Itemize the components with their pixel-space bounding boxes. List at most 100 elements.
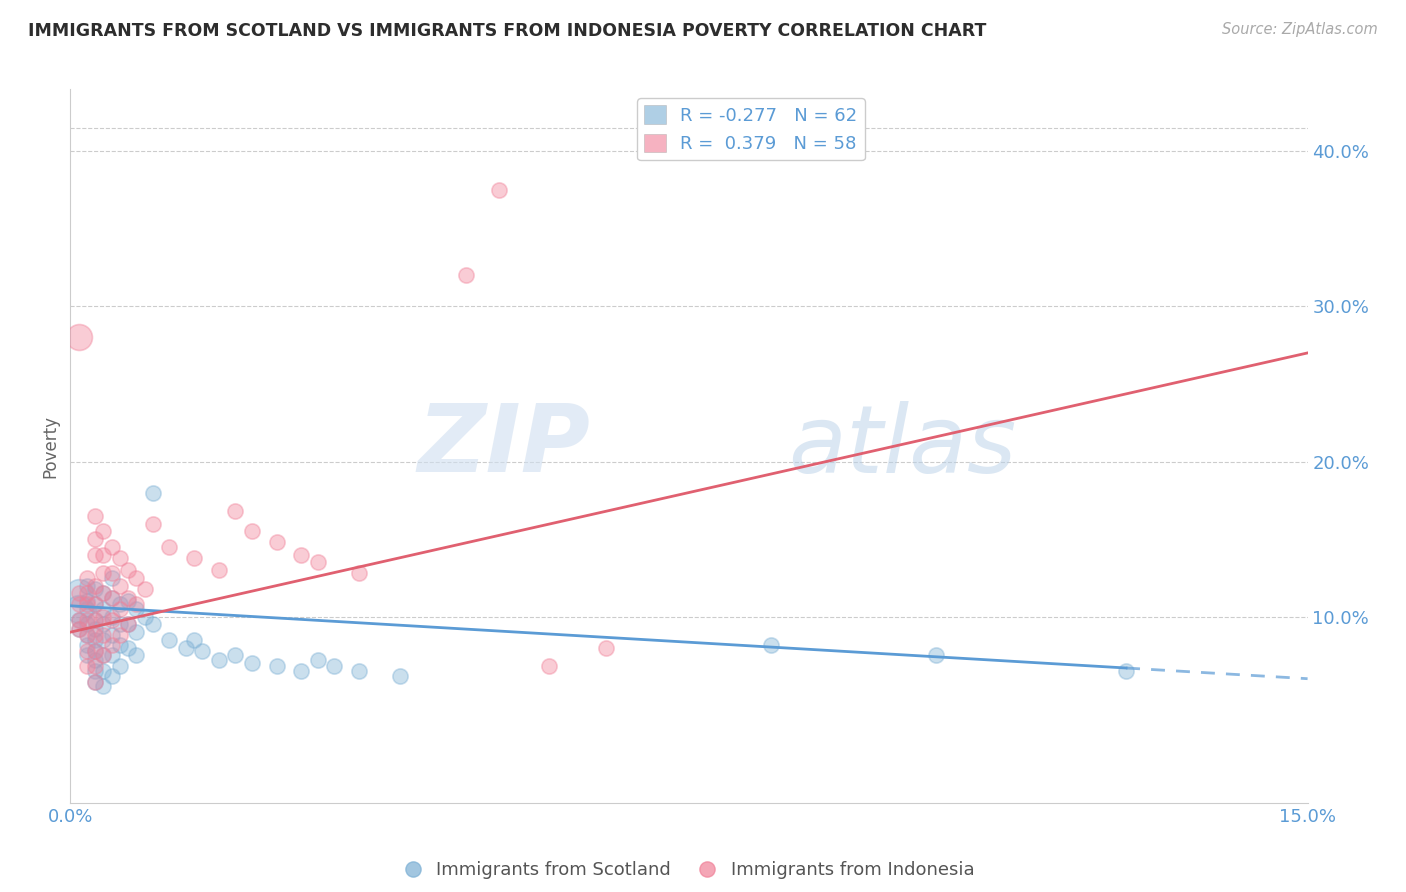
Point [76,594,98,608]
Point [240,656,263,670]
Point [76,648,98,663]
Point [134,582,156,596]
Point [91,680,114,694]
Point [157,632,180,647]
Point [84,644,107,658]
Point [91,602,114,616]
Point [290,664,312,678]
Text: ZIP: ZIP [418,400,591,492]
Point [142,516,165,531]
Point [84,532,107,546]
Point [76,617,98,632]
Point [100,628,122,642]
Point [100,668,122,682]
Point [84,597,107,611]
Point [347,664,370,678]
Point [91,586,114,600]
Point [456,268,478,283]
Point [84,597,107,611]
Point [125,648,148,663]
Point [174,640,197,655]
Point [76,628,98,642]
Point [67,622,90,636]
Point [108,617,131,632]
Point [76,602,98,616]
Point [84,674,107,689]
Point [84,644,107,658]
Point [67,330,90,344]
Point [208,563,231,577]
Point [84,613,107,627]
Point [117,617,139,632]
Point [91,648,114,663]
Point [91,524,114,539]
Point [84,508,107,523]
Point [347,566,370,581]
Point [84,622,107,636]
Point [100,591,122,605]
Point [108,597,131,611]
Point [84,659,107,673]
Point [925,648,948,663]
Text: atlas: atlas [787,401,1017,491]
Point [76,613,98,627]
Point [108,550,131,565]
Point [224,648,246,663]
Point [67,613,90,627]
Point [108,602,131,616]
Point [91,632,114,647]
Y-axis label: Poverty: Poverty [41,415,59,477]
Point [91,586,114,600]
Point [67,613,90,627]
Point [307,555,329,569]
Point [76,628,98,642]
Point [100,571,122,585]
Point [266,659,288,673]
Point [76,659,98,673]
Point [125,571,148,585]
Legend: Immigrants from Scotland, Immigrants from Indonesia: Immigrants from Scotland, Immigrants fro… [396,855,981,887]
Point [76,644,98,658]
Point [100,566,122,581]
Point [240,524,263,539]
Point [290,548,312,562]
Point [76,571,98,585]
Point [108,628,131,642]
Point [117,563,139,577]
Point [100,540,122,554]
Point [125,597,148,611]
Point [224,504,246,518]
Point [91,617,114,632]
Point [307,653,329,667]
Point [389,668,412,682]
Point [142,617,165,632]
Text: Source: ZipAtlas.com: Source: ZipAtlas.com [1222,22,1378,37]
Point [108,659,131,673]
Point [84,632,107,647]
Point [125,602,148,616]
Point [67,597,90,611]
Point [100,613,122,627]
Point [117,640,139,655]
Point [84,674,107,689]
Point [76,586,98,600]
Point [76,579,98,593]
Point [100,638,122,652]
Point [157,540,180,554]
Point [84,582,107,596]
Point [761,638,783,652]
Point [84,579,107,593]
Point [100,591,122,605]
Point [191,644,214,658]
Point [67,602,90,616]
Point [183,550,205,565]
Point [183,632,205,647]
Point [84,548,107,562]
Point [117,591,139,605]
Point [100,609,122,624]
Point [76,638,98,652]
Point [91,664,114,678]
Point [84,664,107,678]
Point [84,653,107,667]
Point [67,586,90,600]
